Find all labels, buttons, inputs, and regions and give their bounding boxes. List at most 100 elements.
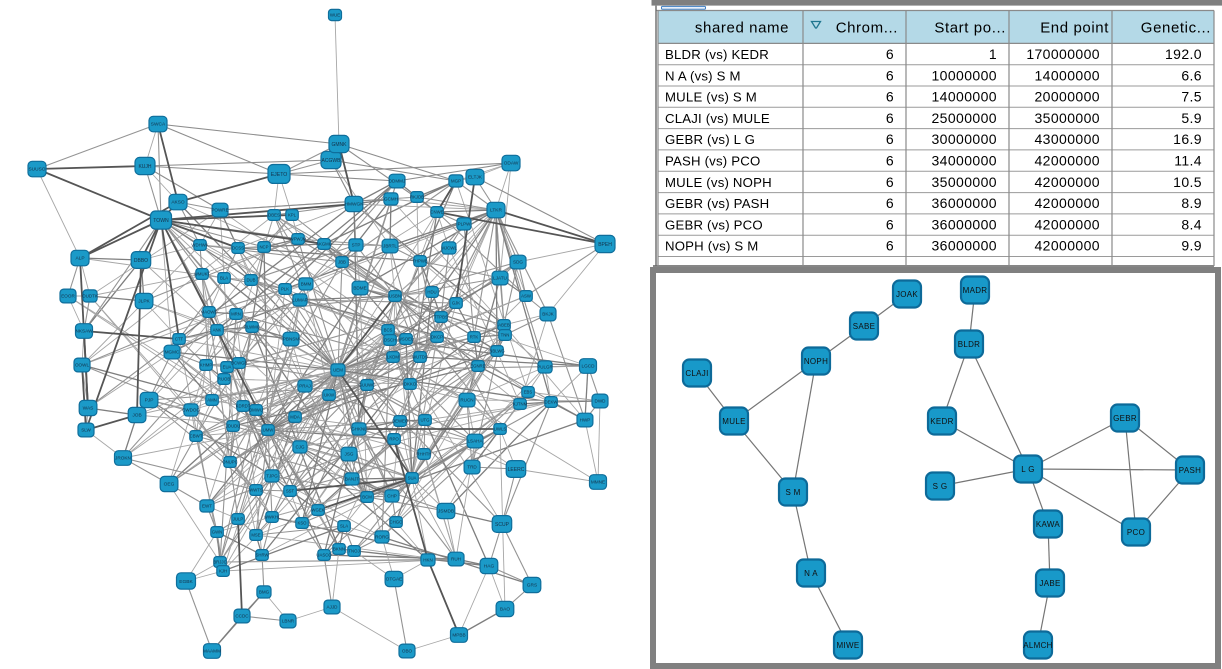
svg-text:42000000: 42000000 (1035, 174, 1101, 190)
svg-text:CNWE: CNWE (430, 210, 443, 215)
svg-text:ALP: ALP (75, 256, 84, 262)
svg-text:JSG: JSG (345, 452, 354, 457)
svg-text:POWRE: POWRE (211, 208, 228, 213)
svg-text:SLW: SLW (81, 428, 91, 433)
svg-text:5.9: 5.9 (1181, 110, 1202, 126)
svg-text:HDU: HDU (427, 290, 436, 295)
svg-text:6: 6 (886, 131, 894, 147)
svg-text:6: 6 (886, 238, 894, 254)
svg-text:43000000: 43000000 (1035, 131, 1101, 147)
svg-text:WWTS: WWTS (249, 488, 263, 493)
svg-text:OCWGB: OCWGB (231, 361, 248, 366)
svg-text:42000000: 42000000 (1035, 153, 1101, 169)
svg-text:TTPBS: TTPBS (434, 315, 448, 320)
svg-text:shared name: shared name (695, 19, 789, 36)
svg-text:WUTDS: WUTDS (412, 355, 428, 360)
svg-text:HWP: HWP (580, 418, 591, 423)
svg-text:1: 1 (989, 46, 997, 62)
svg-text:KDRDT: KDRDT (236, 404, 251, 409)
svg-text:TJPG: TJPG (266, 474, 278, 479)
svg-text:MIWE: MIWE (837, 641, 860, 650)
svg-text:BCM: BCM (362, 495, 372, 500)
svg-text:JDUDU: JDUDU (226, 424, 241, 429)
svg-text:KJH: KJH (219, 569, 227, 574)
svg-text:6: 6 (886, 174, 894, 190)
svg-text:LBNR: LBNR (282, 619, 295, 624)
svg-text:MGP: MGP (451, 179, 461, 184)
svg-text:14000000: 14000000 (1035, 67, 1101, 83)
svg-text:GEBR: GEBR (1113, 414, 1137, 423)
svg-text:170000000: 170000000 (1026, 46, 1100, 62)
svg-text:16.9: 16.9 (1173, 131, 1202, 147)
svg-text:CLAJI: CLAJI (685, 369, 708, 378)
svg-text:NCP: NCP (259, 245, 268, 250)
svg-text:OEWEO: OEWEO (392, 419, 409, 424)
svg-text:RUCN: RUCN (460, 398, 473, 403)
svg-text:GRS: GRS (527, 583, 537, 589)
svg-text:EJETO: EJETO (271, 172, 288, 178)
svg-text:6.6: 6.6 (1181, 67, 1202, 83)
svg-text:LTKR: LTKR (490, 208, 502, 214)
svg-text:UWLS: UWLS (494, 427, 507, 432)
svg-text:NBLWG: NBLWG (489, 349, 505, 354)
svg-text:KUJH: KUJH (138, 164, 151, 170)
svg-text:NKSAW: NKSAW (75, 329, 93, 334)
svg-text:6: 6 (886, 110, 894, 126)
svg-text:MULE (vs) NOPH: MULE (vs) NOPH (665, 175, 772, 190)
svg-text:ANK: ANK (213, 328, 222, 333)
svg-text:8.9: 8.9 (1181, 195, 1202, 211)
svg-text:SUUSO: SUUSO (28, 167, 45, 173)
svg-text:WAS: WAS (83, 406, 94, 412)
svg-text:14000000: 14000000 (932, 89, 998, 105)
svg-text:MJCWL: MJCWL (441, 246, 457, 251)
svg-text:BLA: BLA (220, 276, 228, 281)
svg-text:JROKN: JROKN (115, 456, 131, 461)
svg-text:CJG: CJG (296, 445, 305, 450)
svg-text:DCSS: DCSS (232, 246, 244, 251)
svg-text:MSE: MSE (251, 533, 260, 538)
svg-text:OBO: OBO (402, 649, 413, 654)
svg-text:EUA: EUA (223, 365, 232, 370)
svg-text:6: 6 (886, 153, 894, 169)
svg-text:L G: L G (1021, 465, 1035, 474)
svg-text:GHKNL: GHKNL (351, 427, 367, 432)
svg-text:RHHTH: RHHTH (416, 452, 431, 457)
svg-text:AKSO: AKSO (171, 200, 185, 206)
svg-text:PASH: PASH (1179, 466, 1201, 475)
svg-text:GEBR (vs) PASH: GEBR (vs) PASH (665, 196, 769, 211)
svg-text:HKN: HKN (423, 558, 433, 563)
svg-text:TNN: TNN (501, 333, 510, 338)
svg-text:AJJD: AJJD (327, 605, 339, 610)
svg-text:KJTNM: KJTNM (513, 402, 528, 407)
svg-text:6: 6 (886, 195, 894, 211)
svg-text:RLWMG: RLWMG (244, 325, 261, 330)
svg-text:GJK: GJK (452, 301, 460, 306)
svg-text:EOOR: EOOR (61, 294, 75, 299)
svg-text:RPO: RPO (389, 437, 399, 442)
svg-text:36000000: 36000000 (932, 195, 998, 211)
svg-text:MMNE: MMNE (591, 480, 605, 485)
svg-text:Chrom...: Chrom... (836, 19, 898, 36)
svg-text:SLA: SLA (340, 524, 348, 529)
svg-text:MULE: MULE (722, 417, 745, 426)
svg-text:42000000: 42000000 (1035, 195, 1101, 211)
svg-text:MRN: MRN (231, 312, 241, 317)
svg-text:CCDC: CCDC (235, 614, 249, 619)
svg-text:S G: S G (933, 482, 948, 491)
svg-text:10000000: 10000000 (932, 67, 998, 83)
svg-text:EGNRD: EGNRD (470, 364, 486, 369)
svg-text:11.4: 11.4 (1174, 153, 1202, 169)
svg-text:GUUWO: GUUWO (359, 383, 377, 388)
svg-text:UMW: UMW (263, 428, 275, 433)
svg-text:DWD: DWD (595, 399, 607, 404)
svg-text:UTG: UTG (420, 418, 430, 423)
svg-text:LUMAP: LUMAP (292, 298, 308, 303)
svg-text:BKNN: BKNN (333, 547, 345, 552)
svg-text:HAG: HAG (484, 564, 495, 570)
svg-text:THPWB: THPWB (412, 259, 428, 264)
svg-text:35000000: 35000000 (1035, 110, 1101, 126)
svg-text:CBWT: CBWT (190, 434, 203, 439)
svg-text:9.9: 9.9 (1181, 238, 1202, 254)
svg-text:34000000: 34000000 (932, 153, 998, 169)
svg-text:NOPH: NOPH (804, 357, 828, 366)
